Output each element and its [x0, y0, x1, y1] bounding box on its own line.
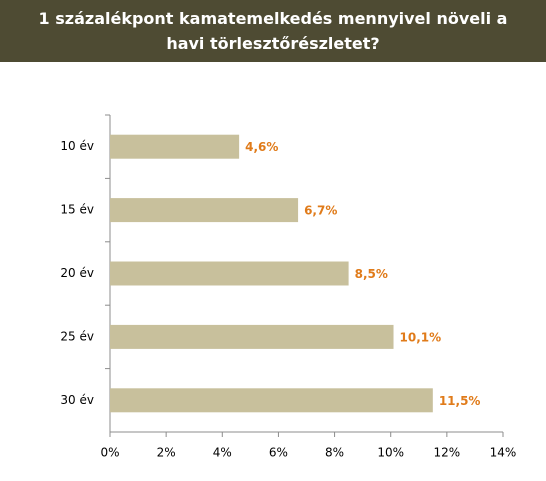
y-tick-label: 10 év: [60, 139, 94, 153]
bar: [110, 261, 349, 286]
bar: [110, 134, 240, 159]
x-tick-label: 12%: [434, 446, 461, 460]
y-tick-label: 20 év: [60, 266, 94, 280]
value-label: 10,1%: [400, 330, 442, 344]
chart-title: 1 százalékpont kamatemelkedés mennyivel …: [38, 9, 508, 53]
value-label: 11,5%: [439, 394, 481, 408]
x-tick-label: 2%: [157, 446, 176, 460]
x-tick-label: 10%: [377, 446, 404, 460]
value-label: 6,7%: [304, 204, 337, 218]
x-tick-label: 0%: [100, 446, 119, 460]
y-tick-label: 15 év: [60, 203, 94, 217]
x-tick-label: 8%: [325, 446, 344, 460]
y-tick-label: 30 év: [60, 393, 94, 407]
value-label: 8,5%: [355, 267, 388, 281]
value-label: 4,6%: [245, 140, 278, 154]
x-tick-label: 6%: [269, 446, 288, 460]
bar: [110, 324, 394, 349]
x-tick-label: 14%: [490, 446, 517, 460]
header: 1 százalékpont kamatemelkedés mennyivel …: [0, 0, 546, 62]
x-tick-label: 4%: [213, 446, 232, 460]
y-tick-label: 25 év: [60, 329, 94, 343]
bar: [110, 388, 433, 413]
bar: [110, 198, 299, 223]
